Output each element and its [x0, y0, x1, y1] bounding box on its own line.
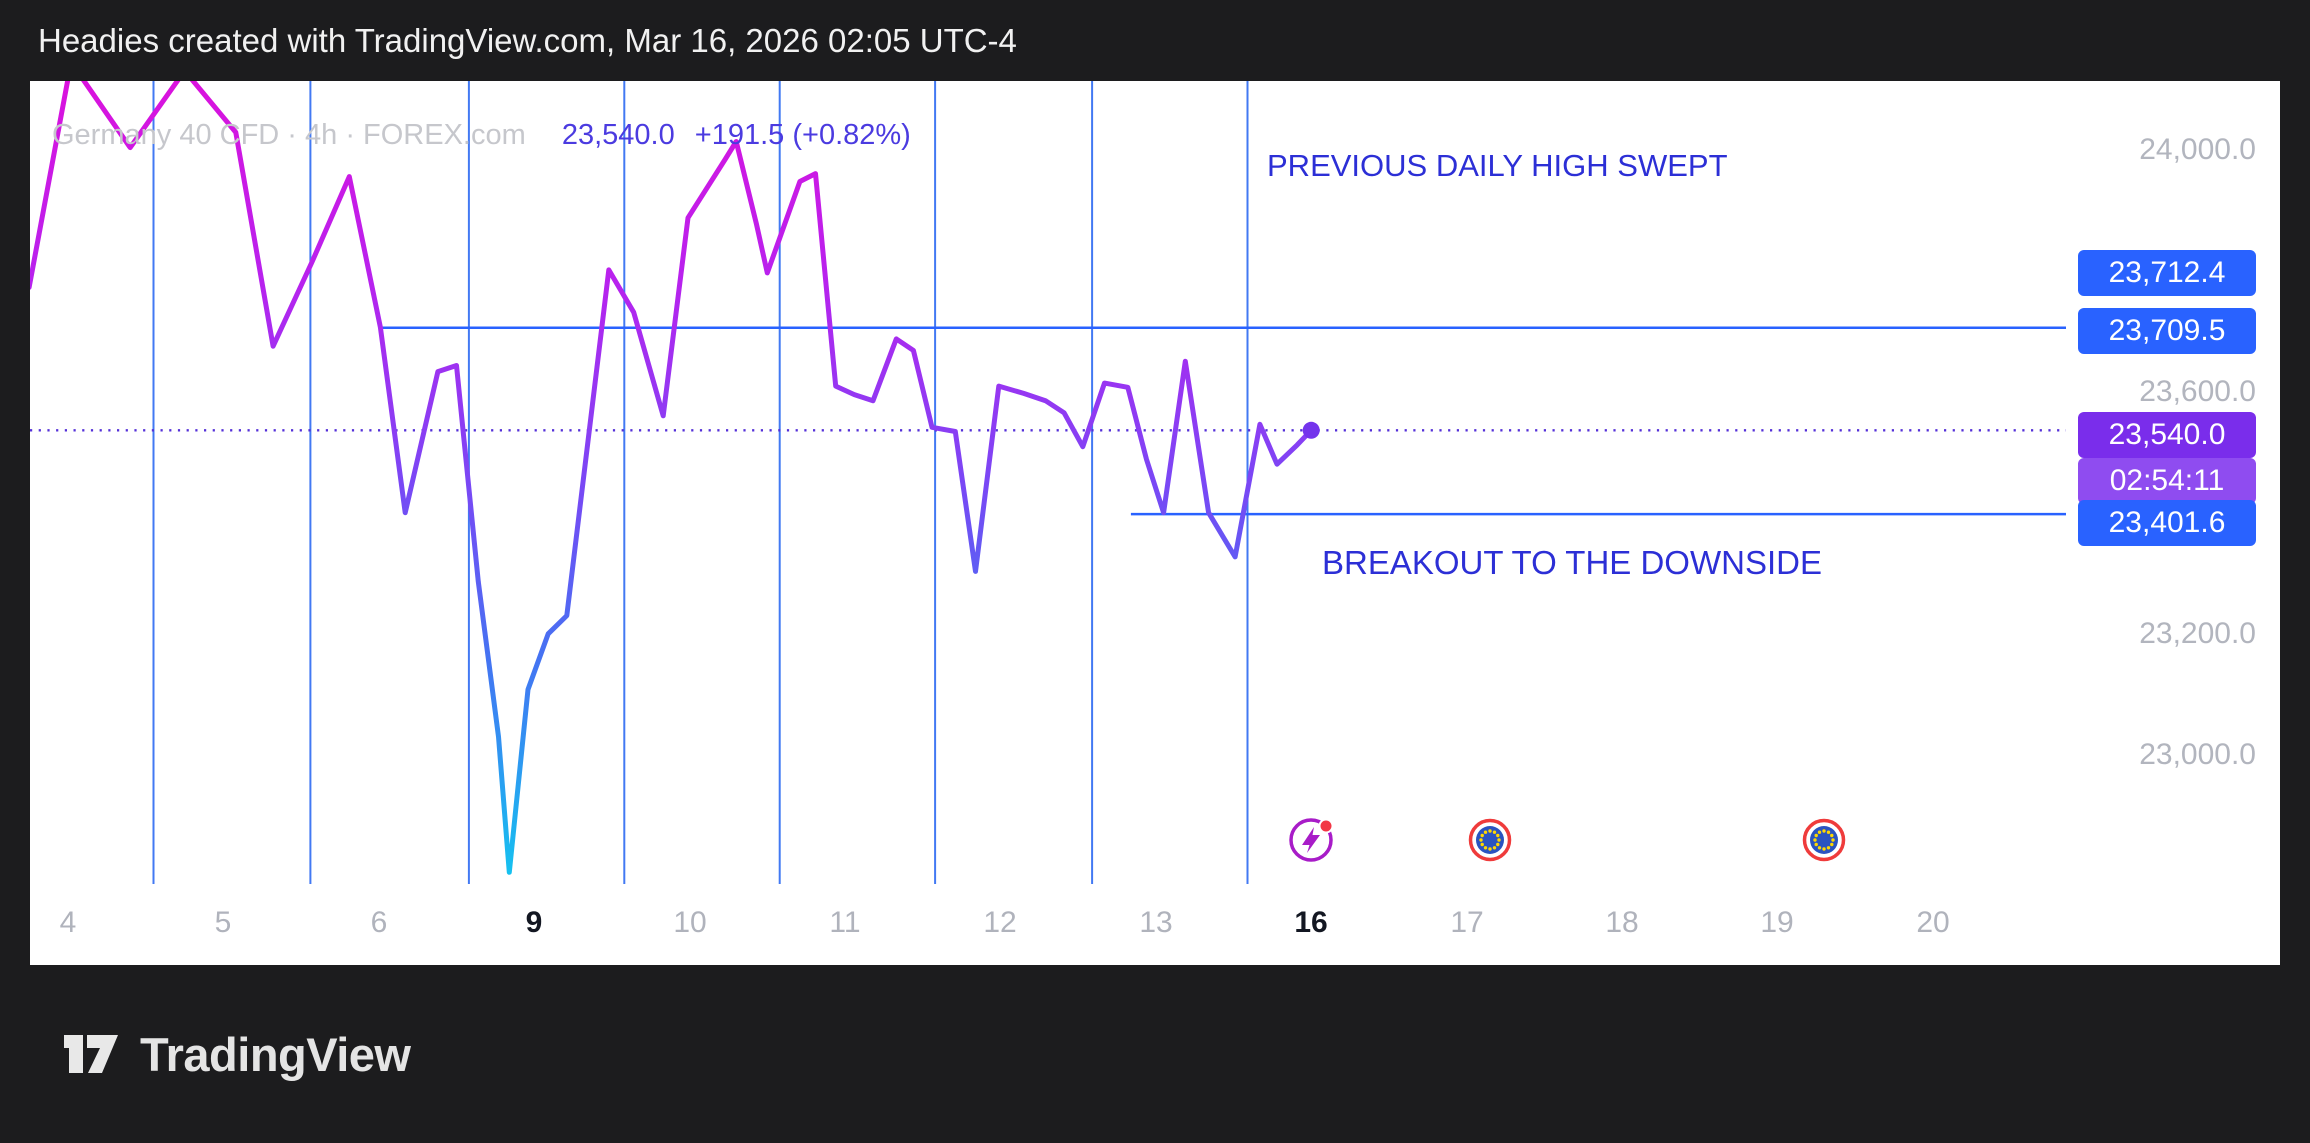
price-tick-label: 24,000.0: [2139, 133, 2256, 166]
level-23712-badge: 23,712.4: [2078, 250, 2256, 296]
attribution-text: Headies created with TradingView.com, Ma…: [38, 21, 1017, 59]
chart-panel: Germany 40 CFD · 4h · FOREX.com 23,540.0…: [30, 81, 2280, 965]
countdown-badge: 02:54:11: [2078, 458, 2256, 504]
time-axis-label-5: 5: [214, 906, 232, 939]
eu-flag-event-icon: [1464, 814, 1516, 866]
time-axis-label-18: 18: [1605, 906, 1639, 939]
price-tick-label: 23,600.0: [2139, 375, 2256, 408]
last-price-badge: 23,540.0: [2078, 412, 2256, 458]
price-line-series: [30, 81, 1314, 875]
symbol-legend: Germany 40 CFD · 4h · FOREX.com 23,540.0…: [52, 119, 923, 152]
last-price-value: 23,540.0: [561, 119, 675, 151]
price-tick-label: 23,200.0: [2139, 617, 2256, 650]
time-axis-label-9: 9: [525, 906, 543, 939]
time-axis-label-6: 6: [370, 906, 388, 939]
attribution-bar: Headies created with TradingView.com, Ma…: [0, 0, 2310, 81]
eu-flag-event-icon: [1798, 814, 1850, 866]
tradingview-logo-icon: [62, 1029, 120, 1079]
level-23709-badge: 23,709.5: [2078, 308, 2256, 354]
symbol-title: Germany 40 CFD · 4h · FOREX.com: [52, 119, 526, 151]
tradingview-wordmark: TradingView: [140, 1027, 411, 1081]
time-axis-label-13: 13: [1139, 906, 1173, 939]
time-axis-label-16: 16: [1294, 906, 1328, 939]
annotation-breakout-to-downside: BREAKOUT TO THE DOWNSIDE: [1322, 544, 1822, 581]
time-axis-label-11: 11: [829, 906, 861, 939]
price-tick-label: 23,000.0: [2139, 738, 2256, 771]
footer: TradingView: [0, 965, 2310, 1143]
time-axis-label-12: 12: [983, 906, 1017, 939]
price-chart: [30, 81, 2066, 884]
time-axis-label-17: 17: [1450, 906, 1484, 939]
economic-event-flash-icon: [1285, 814, 1337, 866]
level-23401-badge: 23,401.6: [2078, 500, 2256, 546]
time-axis-label-4: 4: [59, 906, 77, 939]
last-price-marker: [1302, 421, 1320, 439]
time-axis-label-19: 19: [1760, 906, 1794, 939]
time-axis-label-10: 10: [673, 906, 707, 939]
price-change-value: +191.5 (+0.82%): [694, 119, 911, 151]
time-axis-label-20: 20: [1916, 906, 1950, 939]
annotation-previous-daily-high-swept: PREVIOUS DAILY HIGH SWEPT: [1267, 148, 1728, 183]
